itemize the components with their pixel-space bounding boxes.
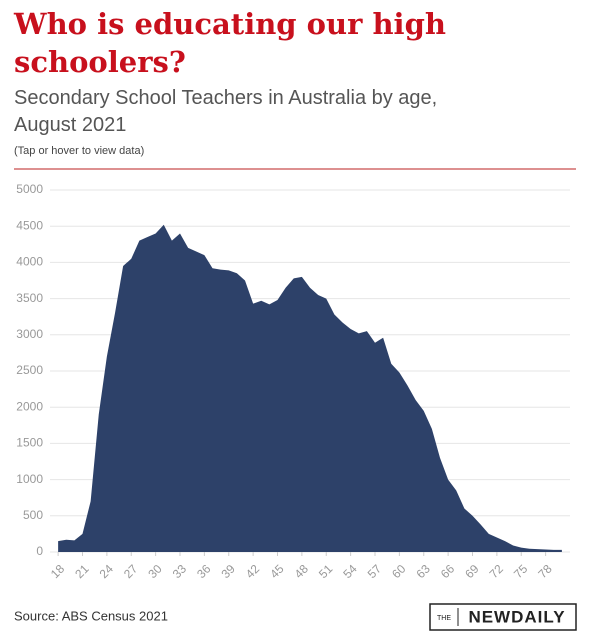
y-tick-label: 2000 xyxy=(16,399,43,413)
subtitle-line: Secondary School Teachers in Australia b… xyxy=(14,87,437,109)
x-tick-label: 18 xyxy=(48,562,68,582)
y-tick-label: 1500 xyxy=(16,436,43,450)
y-tick-label: 5000 xyxy=(16,182,43,196)
y-tick-label: 4500 xyxy=(16,218,43,232)
y-tick-label: 500 xyxy=(23,508,43,522)
chart-subtitle: Secondary School Teachers in Australia b… xyxy=(14,87,437,136)
logo-main: NEWDAILY xyxy=(468,607,565,626)
x-tick-label: 54 xyxy=(340,562,360,582)
note: (Tap or hover to view data) xyxy=(14,145,144,157)
x-tick-label: 75 xyxy=(511,562,531,582)
x-tick-label: 24 xyxy=(97,562,117,582)
logo-box xyxy=(429,603,577,631)
x-tick-label: 51 xyxy=(316,562,336,582)
x-tick-label: 66 xyxy=(438,562,458,582)
x-tick-label: 45 xyxy=(267,562,287,582)
x-tick-label: 48 xyxy=(292,562,312,582)
source: Source: ABS Census 2021 xyxy=(14,608,168,623)
x-tick-label: 72 xyxy=(487,562,507,582)
x-tick-label: 39 xyxy=(218,562,238,582)
x-tick-label: 60 xyxy=(389,562,409,582)
x-tick-label: 69 xyxy=(462,562,482,582)
x-tick-label: 63 xyxy=(413,562,433,582)
title-line: schoolers? xyxy=(14,45,186,79)
x-tick-label: 57 xyxy=(365,562,385,582)
subtitle-line: August 2021 xyxy=(14,114,126,136)
title-line: Who is educating our high xyxy=(13,7,446,41)
y-tick-label: 4000 xyxy=(16,255,43,269)
y-tick-label: 0 xyxy=(36,544,43,558)
x-tick-label: 27 xyxy=(121,562,141,582)
y-tick-label: 3000 xyxy=(16,327,43,341)
y-tick-label: 1000 xyxy=(16,472,43,486)
area xyxy=(58,224,562,552)
logo-small: THE xyxy=(437,615,451,622)
x-tick-label: 21 xyxy=(72,562,92,582)
chart-title: Who is educating our high schoolers? xyxy=(13,7,446,79)
y-tick-label: 3500 xyxy=(16,291,43,305)
x-tick-label: 30 xyxy=(145,562,165,582)
x-tick-label: 42 xyxy=(243,562,263,582)
x-tick-label: 78 xyxy=(535,562,555,582)
x-tick-label: 33 xyxy=(170,562,190,582)
x-tick-label: 36 xyxy=(194,562,214,582)
y-tick-label: 2500 xyxy=(16,363,43,377)
